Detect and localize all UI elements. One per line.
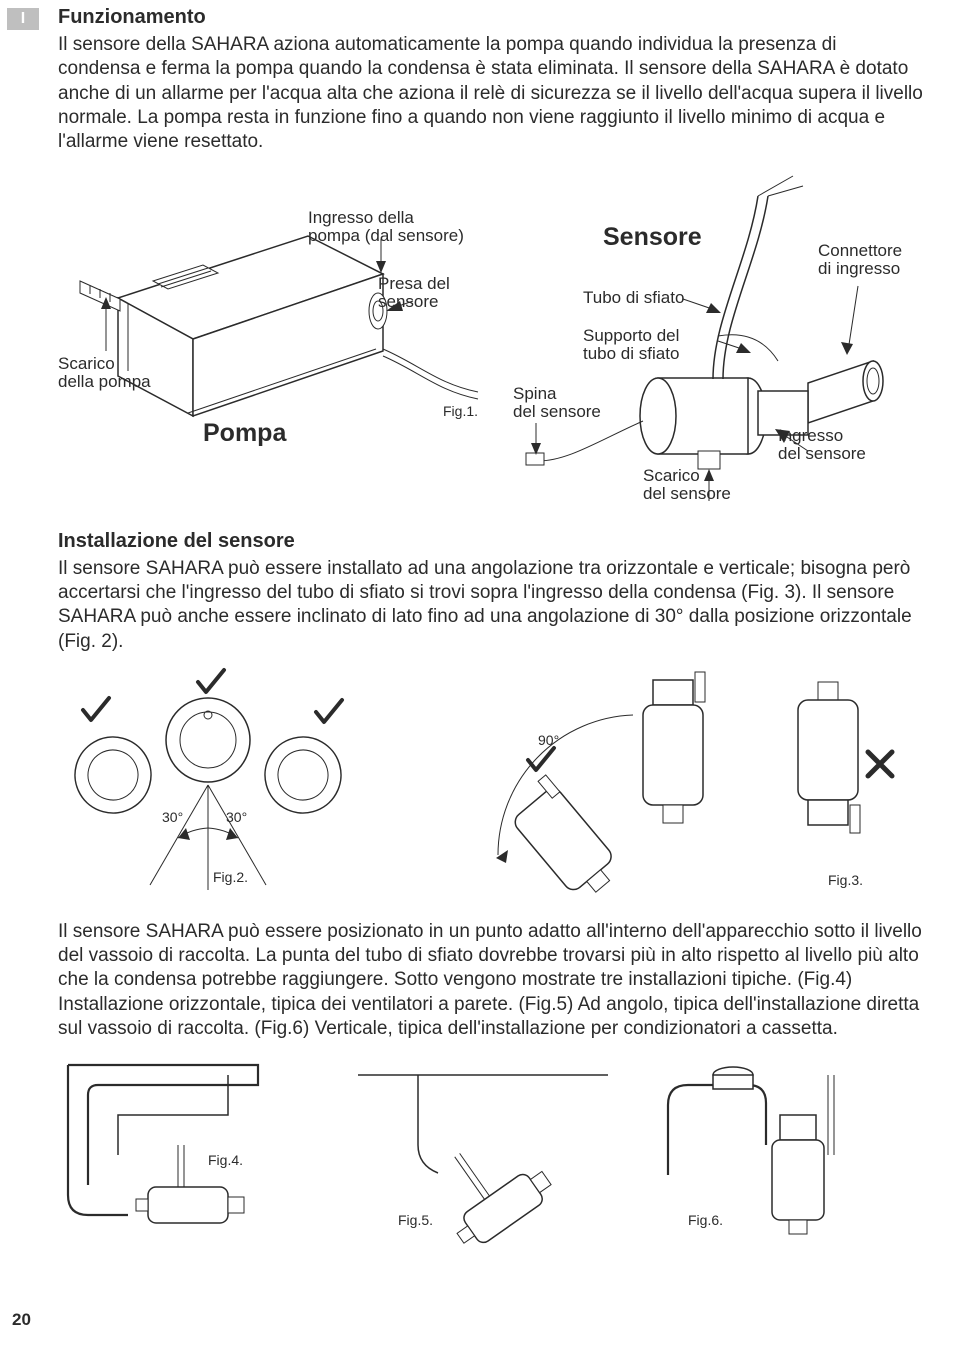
paragraph-positions: Il sensore SAHARA può essere posizionato…	[58, 920, 924, 1042]
label-breather-holder-a: Supporto del	[583, 326, 679, 345]
page-number: 20	[12, 1310, 31, 1330]
check-icon	[316, 700, 342, 722]
label-pump-discharge-b: della pompa	[58, 372, 151, 391]
label-sensor-discharge-a: Scarico	[643, 466, 700, 485]
fig1-title-sensor: Sensore	[603, 223, 702, 251]
figure-3: 90° Fig.3.	[408, 660, 908, 910]
label-sensor-socket-b: sensore	[378, 292, 438, 311]
fig5-caption: Fig.5.	[398, 1212, 433, 1228]
label-sensor-discharge-b: del sensore	[643, 484, 731, 503]
paragraph-sensor-install: Il sensore SAHARA può essere installato …	[58, 557, 924, 654]
label-pump-inlet-b: pompa (dal sensore)	[308, 226, 464, 245]
label-breather-holder-b: tubo di sfiato	[583, 344, 679, 363]
fig1-title-pump: Pompa	[203, 419, 287, 447]
label-sensor-inlet-a: Ingresso	[778, 426, 843, 445]
section-heading-sensor: Installazione del sensore	[58, 530, 924, 553]
label-pump-inlet-a: Ingresso della	[308, 208, 414, 227]
figure-4: Fig.4.	[58, 1055, 318, 1245]
fig4-caption: Fig.4.	[208, 1152, 243, 1168]
fig2-caption: Fig.2.	[213, 869, 248, 885]
fig6-caption: Fig.6.	[688, 1212, 723, 1228]
fig3-caption: Fig.3.	[828, 872, 863, 888]
cross-icon	[868, 752, 892, 776]
label-connector-b: di ingresso	[818, 259, 900, 278]
section-heading-operation: Funzionamento	[58, 6, 924, 29]
label-sensor-inlet-b: del sensore	[778, 444, 866, 463]
figure-5: Fig.5.	[338, 1055, 618, 1245]
check-icon	[198, 670, 224, 692]
check-icon	[83, 698, 109, 720]
label-connector-a: Connettore	[818, 241, 902, 260]
check-icon	[528, 748, 554, 770]
label-pump-discharge-a: Scarico	[58, 354, 115, 373]
fig2-angle-left: 30°	[162, 809, 183, 825]
paragraph-operation: Il sensore della SAHARA aziona automatic…	[58, 33, 924, 155]
figure-6: Fig.6.	[638, 1055, 898, 1245]
fig3-angle: 90°	[538, 732, 559, 748]
figure-2: 30° 30° Fig.2.	[58, 660, 378, 910]
fig2-angle-right: 30°	[226, 809, 247, 825]
label-sensor-plug-a: Spina	[513, 384, 557, 403]
language-code: I	[21, 10, 25, 28]
label-sensor-plug-b: del sensore	[513, 402, 601, 421]
label-sensor-socket-a: Presa del	[378, 274, 450, 293]
label-breather: Tubo di sfiato	[583, 288, 684, 307]
figure-1: Ingresso della pompa (dal sensore) Presa…	[58, 161, 924, 521]
fig1-caption: Fig.1.	[443, 403, 478, 419]
language-tab: I	[7, 8, 39, 30]
page-content: Funzionamento Il sensore della SAHARA az…	[58, 6, 924, 1245]
